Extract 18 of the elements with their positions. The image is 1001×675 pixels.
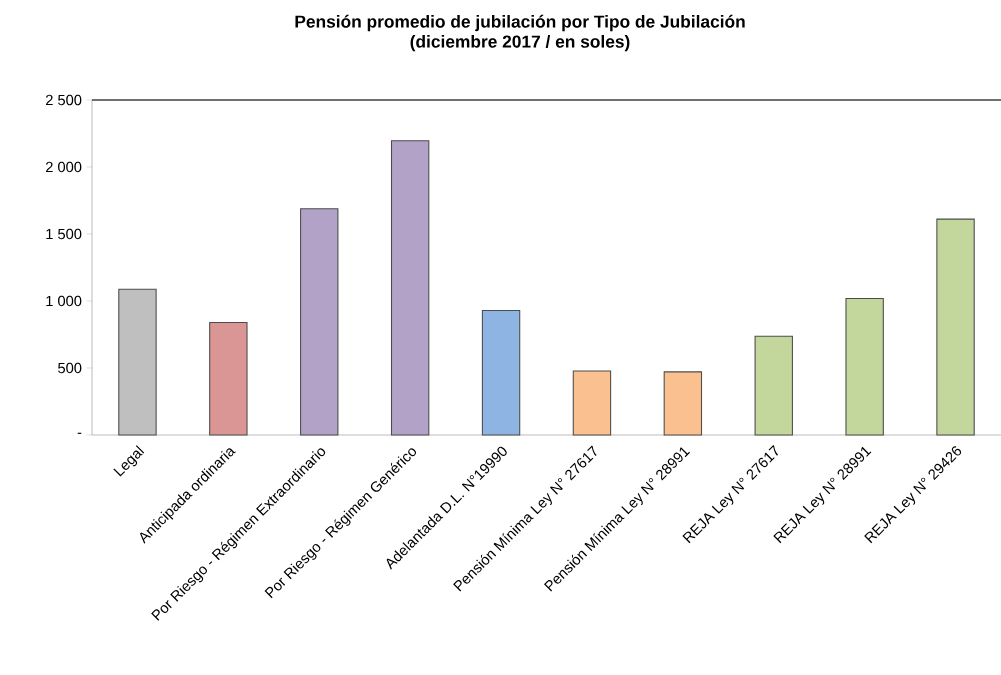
y-tick-label: 2 000 [45,161,82,173]
bar [936,218,975,436]
y-tick-label: - [77,432,82,434]
bar [663,371,703,436]
bar [390,140,430,436]
bar [118,288,157,436]
bar [300,208,339,436]
bar [845,298,884,436]
bar [481,309,521,436]
y-tick-label: 2 500 [45,94,82,106]
chart-title: Pensión promedio de jubilación por Tipo de Jubilación [295,14,745,32]
y-tick-label: 500 [58,362,82,374]
bar [209,322,248,436]
y-tick-label: 1 500 [46,228,82,240]
chart-subtitle: (diciembre 2017 / en soles) [410,34,630,52]
y-tick-label: 1 000 [46,295,82,307]
bar [572,370,612,436]
bar [754,335,793,436]
